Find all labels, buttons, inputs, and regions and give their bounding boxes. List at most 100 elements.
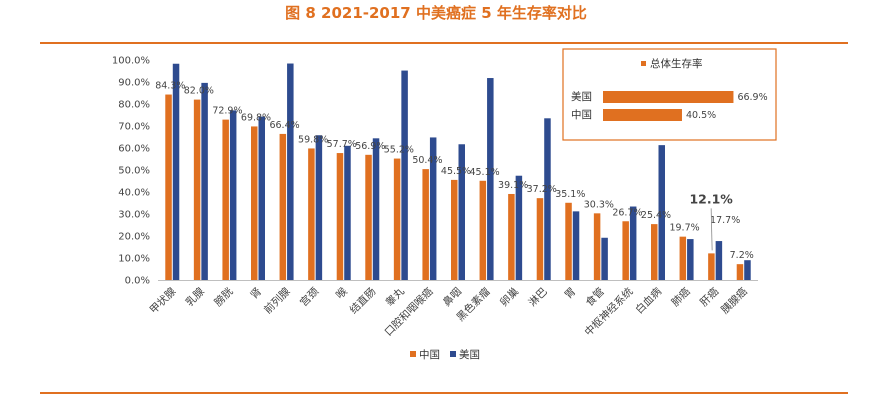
bar-china [508,193,515,280]
category-label: 肝癌 [697,285,721,309]
bar-usa [601,237,608,280]
bar-china [165,94,172,280]
category-label: 膀胱 [212,285,236,309]
bar-usa [258,116,265,280]
category-label: 睾丸 [383,285,407,309]
y-tick-label: 100.0% [112,56,150,67]
y-tick-label: 60.0% [118,144,150,155]
data-label: 84.3% [155,81,185,92]
data-label: 82.0% [184,86,214,97]
y-tick-label: 50.0% [118,166,150,177]
data-label: 72.9% [212,106,242,117]
data-label: 45.5% [441,166,471,177]
inset-bar [603,91,734,103]
bar-usa [629,206,637,280]
category-labels: 甲状腺 乳腺 膀胱 肾前列腺 宫颈 喉结直肠 睾丸口腔和咽喉癌 鼻咽黑色素瘤 卵巢 淋巴胃食管中枢… [147,285,750,339]
category-label: 乳腺 [183,285,207,309]
bar-usa [487,78,494,280]
bar-usa [229,110,237,280]
data-label: 45.1% [469,167,499,178]
category-label: 口腔和咽喉癌 [382,285,436,339]
highlight-leader-line [710,208,713,251]
data-label: 25.4% [641,210,671,221]
bar-china [308,148,315,280]
data-label: 17.7% [710,215,740,226]
bar-usa [344,145,351,280]
y-tick-label: 90.0% [118,78,150,89]
category-label: 甲状腺 [147,285,179,317]
category-label: 胰腺癌 [718,285,750,317]
category-label: 卵巢 [497,285,521,309]
bar-china [708,253,715,280]
data-label: 66.4% [269,120,299,131]
category-label: 胃 [562,286,578,302]
bar-usa [572,211,580,280]
y-tick-label: 80.0% [118,100,150,111]
category-label: 肾 [248,285,264,301]
bar-china [622,221,629,280]
bar-china [451,179,458,280]
category-label: 喉 [334,285,350,301]
bar-china [193,99,201,280]
bar-china [593,213,601,280]
category-label: 前列腺 [261,285,293,317]
bar-china [279,133,287,280]
bar-china [336,153,344,280]
bar-usa [458,144,465,280]
category-label: 白血病 [633,285,665,317]
data-label: 69.8% [241,112,271,123]
legend-label-usa: 美国 [459,348,480,361]
bar-usa [744,260,751,280]
bar-china [479,180,487,280]
bar-china [651,224,658,280]
bar-china [222,119,229,281]
inset-legend-swatch [641,61,646,66]
bar-usa [715,241,723,280]
bar-usa [201,82,208,280]
inset-value-label: 66.9% [737,92,767,103]
data-label: 37.2% [527,184,557,195]
bar-usa [515,175,523,280]
bars [165,63,751,281]
legend-swatch-usa [450,351,456,357]
category-label: 中枢神经系统 [582,285,636,339]
y-tick-label: 0.0% [125,276,150,287]
y-tick-label: 30.0% [118,210,150,221]
bar-china [679,236,687,280]
data-label: 35.1% [555,189,585,200]
bar-usa [429,137,437,280]
bar-china [536,198,544,280]
top-divider [40,42,848,44]
inset-row-label: 中国 [571,108,592,121]
figure-title: 图 8 2021-2017 中美癌症 5 年生存率对比 [285,4,587,22]
category-label: 鼻咽 [440,285,464,309]
data-label: 55.2% [384,145,414,156]
data-label: 7.2% [730,250,754,261]
y-tick-label: 40.0% [118,188,150,199]
data-label: 56.9% [355,141,385,152]
category-label: 食管 [583,285,607,309]
data-label: 59.8% [298,134,328,145]
data-label: 30.3% [584,199,614,210]
bar-china [422,169,429,280]
highlight-data-label: 12.1% [689,191,733,206]
category-label: 宫颈 [297,285,321,309]
inset-value-label: 40.5% [686,110,716,121]
bar-china [365,154,372,280]
bar-china [565,202,572,280]
bar-usa [372,138,380,280]
y-tick-label: 70.0% [118,122,150,133]
bar-usa [172,63,180,280]
bar-china [736,264,744,280]
category-label: 肺癌 [669,285,693,309]
data-label: 57.7% [327,139,357,150]
inset-title: 总体生存率 [650,57,703,70]
legend: 中国 美国 [410,348,480,361]
bottom-divider [40,392,848,394]
bar-usa [544,118,551,280]
y-tick-label: 10.0% [118,254,150,265]
bar-china [251,126,258,280]
bar-usa [401,70,408,280]
